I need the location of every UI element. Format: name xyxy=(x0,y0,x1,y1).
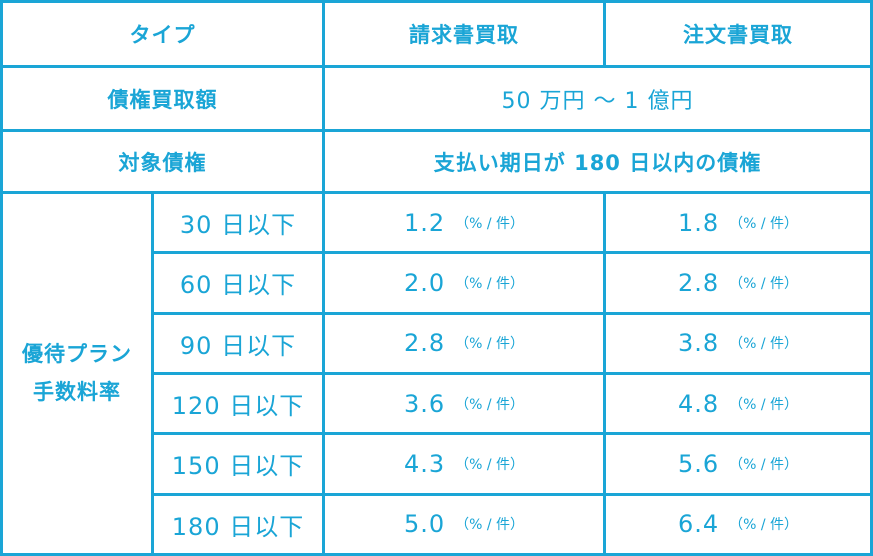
rate-unit: （% / 件） xyxy=(455,275,525,292)
rate-unit: （% / 件） xyxy=(455,396,525,413)
rate-value: 2.0 xyxy=(403,268,446,297)
rate-unit: （% / 件） xyxy=(729,396,799,413)
target-value: 支払い期日が 180 日以内の債権 xyxy=(325,132,870,191)
invoice-rate-cell: 3.6 （% / 件） xyxy=(325,374,603,433)
plan-label: 優待プラン 手数料率 xyxy=(3,194,151,553)
invoice-rate-cell: 4.3 （% / 件） xyxy=(325,435,603,493)
rate-value: 5.0 xyxy=(403,510,446,539)
rate-value: 6.4 xyxy=(677,510,720,539)
rate-value: 1.8 xyxy=(677,208,720,237)
order-rate-cell: 2.8 （% / 件） xyxy=(606,254,870,312)
amount-label: 債権買取額 xyxy=(3,68,322,129)
invoice-rate-cell: 1.2 （% / 件） xyxy=(325,194,603,252)
order-rate-cell: 1.8 （% / 件） xyxy=(606,194,870,252)
order-header: 注文書買取 xyxy=(606,3,870,65)
invoice-header: 請求書買取 xyxy=(325,3,603,65)
rate-value: 4.3 xyxy=(403,449,446,478)
invoice-rate-cell: 2.8 （% / 件） xyxy=(325,314,603,372)
rate-value: 4.8 xyxy=(677,389,720,418)
plan-label-line2: 手数料率 xyxy=(33,380,121,405)
period-cell: 180 日以下 xyxy=(154,495,322,553)
order-rate-cell: 5.6 （% / 件） xyxy=(606,435,870,493)
order-rate-cell: 3.8 （% / 件） xyxy=(606,314,870,372)
rate-unit: （% / 件） xyxy=(455,215,525,232)
invoice-rate-cell: 5.0 （% / 件） xyxy=(325,495,603,553)
order-rate-cell: 6.4 （% / 件） xyxy=(606,495,870,553)
rate-value: 3.6 xyxy=(403,389,446,418)
period-cell: 150 日以下 xyxy=(154,435,322,493)
rate-unit: （% / 件） xyxy=(729,275,799,292)
rate-unit: （% / 件） xyxy=(455,456,525,473)
rate-value: 1.2 xyxy=(403,208,446,237)
order-rate-cell: 4.8 （% / 件） xyxy=(606,374,870,433)
rate-unit: （% / 件） xyxy=(729,517,799,534)
amount-value: 50 万円 ～ 1 億円 xyxy=(325,68,870,129)
period-cell: 60 日以下 xyxy=(154,254,322,312)
type-header: タイプ xyxy=(3,3,322,65)
rate-value: 2.8 xyxy=(677,268,720,297)
rate-unit: （% / 件） xyxy=(729,336,799,353)
rate-value: 3.8 xyxy=(677,329,720,358)
rate-value: 5.6 xyxy=(677,449,720,478)
rate-unit: （% / 件） xyxy=(729,456,799,473)
rate-unit: （% / 件） xyxy=(729,215,799,232)
invoice-rate-cell: 2.0 （% / 件） xyxy=(325,254,603,312)
period-cell: 30 日以下 xyxy=(154,194,322,252)
period-cell: 120 日以下 xyxy=(154,374,322,433)
target-label: 対象債権 xyxy=(3,132,322,191)
rate-unit: （% / 件） xyxy=(455,517,525,534)
plan-label-line1: 優待プラン xyxy=(22,342,132,367)
rate-value: 2.8 xyxy=(403,329,446,358)
rate-unit: （% / 件） xyxy=(455,336,525,353)
period-cell: 90 日以下 xyxy=(154,314,322,372)
